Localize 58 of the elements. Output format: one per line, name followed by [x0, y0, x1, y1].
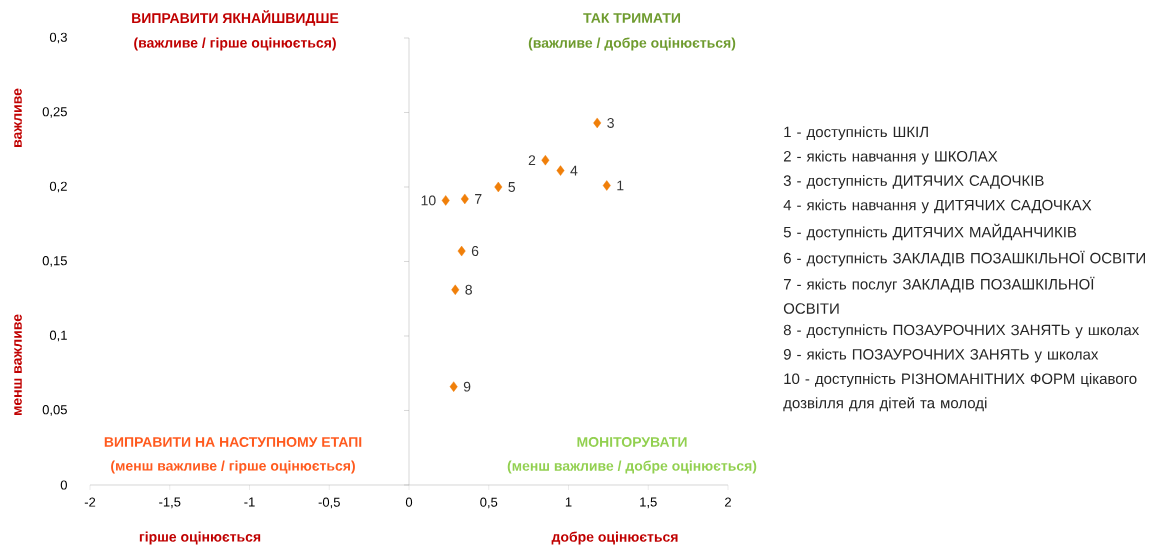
x-tick-label: 2 [725, 497, 731, 507]
annotation: 5 [508, 182, 516, 192]
x-tick-label: 1 [565, 497, 572, 507]
annotation: 10 [421, 195, 436, 206]
annotation: ВИПРАВИТИ НА НАСТУПНОМУ ЕТАПІ [104, 437, 362, 447]
x-tick-label: -0,5 [318, 497, 340, 509]
point [460, 193, 469, 205]
x-tick-label: 0 [405, 497, 413, 507]
annotation: (менш важливе / гірше оцінюється) [111, 460, 355, 474]
text: 3 - доступність ДИТЯЧИХ САДОЧКІВ [783, 174, 1044, 189]
annotation: (менш важливе / добре оцінюється) [507, 460, 757, 474]
point [451, 284, 460, 295]
point [494, 181, 503, 193]
text: 6 - доступність ЗАКЛАДІВ ПОЗАШКІЛЬНОЇ ОСВІТИ [783, 250, 1145, 267]
point [457, 245, 466, 257]
annotation: 6 [471, 246, 479, 257]
x-tick-label: -1 [244, 497, 255, 507]
text: 8 - доступність ПОЗАУРОЧНИХ ЗАНЯТЬ у школах [783, 324, 1140, 339]
point [602, 180, 611, 191]
point [593, 117, 602, 129]
text: 1 - доступність ШКІЛ [784, 126, 928, 141]
y-tick-label: 0,2 [49, 181, 67, 193]
y-tick-label: 0,3 [49, 32, 67, 44]
text: важливе [14, 88, 22, 147]
text: 4 - якість навчання у ДИТЯЧИХ САДОЧКАХ [783, 199, 1092, 214]
text: добре оцінюється [551, 531, 678, 545]
x-tick-label: -1,5 [159, 497, 181, 509]
annotation: 1 [617, 180, 624, 191]
text: ТАК ТРИМАТИ [583, 13, 681, 23]
y-tick-label: 0,15 [42, 256, 67, 267]
text: гірше оцінюється [139, 531, 261, 545]
text: 7 - якість послуг ЗАКЛАДІВ ПОЗАШКІЛЬНОЇ ОСВІТИ [783, 276, 1095, 314]
text: 2 - якість навчання у ШКОЛАХ [783, 150, 998, 165]
y-tick-label: 0 [60, 480, 67, 490]
x-tick-label: -2 [84, 497, 96, 507]
annotation: МОНІТОРУВАТИ [577, 437, 687, 447]
x-tick-label: 1,5 [640, 497, 657, 509]
annotation: 4 [570, 165, 578, 176]
point [449, 381, 458, 392]
y-tick-label: 0,25 [42, 107, 67, 118]
y-tick-label: 0,1 [49, 330, 67, 342]
annotation: 8 [465, 284, 472, 295]
text: ВИПРАВИТИ ЯКНАЙШВИДШЕ [132, 10, 339, 26]
point [541, 154, 550, 166]
annotation: (важливе / добре оцінюється) [528, 37, 736, 51]
text: 5 - доступність ДИТЯЧИХ МАЙДАНЧИКІВ [783, 223, 1077, 241]
point [441, 195, 450, 206]
annotation: 2 [528, 155, 536, 166]
text: 9 - якість ПОЗАУРОЧНИХ ЗАНЯТЬ у школах [783, 348, 1099, 363]
annotation: (важливе / гірше оцінюється) [134, 37, 336, 51]
text: менш важливе [14, 314, 22, 416]
annotation: 9 [463, 381, 471, 392]
x-tick-label: 0,5 [480, 497, 498, 509]
point [556, 165, 565, 176]
y-tick-label: 0,05 [42, 405, 67, 416]
annotation: 3 [607, 117, 614, 128]
annotation: 7 [475, 194, 482, 204]
text: 10 - доступність РІЗНОМАНІТНИХ ФОРМ цікавого дозвілля для дітей та молоді [783, 373, 1137, 412]
